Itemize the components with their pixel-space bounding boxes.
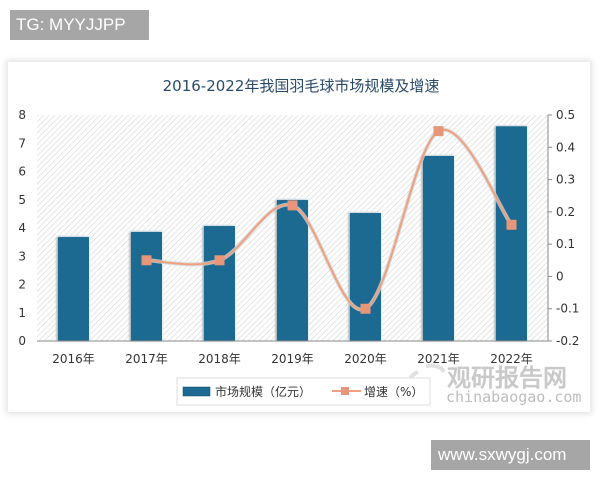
x-tick-label: 2022年 (490, 352, 533, 366)
right-tick-label: 0.5 (556, 108, 575, 122)
bar-2021年 (423, 155, 454, 341)
legend-line-marker (341, 387, 349, 395)
right-tick-label: 0 (556, 269, 564, 283)
right-tick-label: 0.2 (556, 205, 575, 219)
legend-bar-label: 市场规模（亿元） (215, 384, 311, 399)
growth-marker (433, 126, 444, 137)
left-tick-label: 4 (18, 221, 26, 235)
x-axis: 2016年 2017年 2018年 2019年 2020年 2021年 2022年 (52, 352, 533, 366)
left-tick-label: 6 (18, 165, 26, 179)
right-tick-label: -0.2 (556, 334, 579, 348)
legend: 市场规模（亿元） 增速（%） (176, 377, 431, 406)
growth-marker (141, 255, 152, 266)
right-tick-label: 0.3 (556, 173, 575, 187)
growth-line-series (141, 126, 517, 314)
bar-2020年 (350, 213, 381, 341)
x-tick-label: 2021年 (417, 352, 460, 366)
right-tick-label: -0.1 (556, 302, 579, 316)
growth-marker (214, 255, 225, 266)
bar-2018年 (204, 226, 235, 341)
right-axis: -0.2 -0.1 0 0.1 0.2 0.3 0.4 0.5 (547, 108, 579, 348)
left-tick-label: 1 (18, 306, 26, 320)
growth-marker (360, 303, 371, 314)
watermark: 观研报告网 chinabaogao.com (407, 363, 581, 406)
x-tick-label: 2018年 (198, 352, 241, 366)
legend-bar-swatch (182, 386, 211, 397)
watermark-cn: 观研报告网 (447, 364, 567, 392)
right-tick-label: 0.4 (556, 140, 575, 154)
growth-marker (506, 219, 517, 230)
x-tick-label: 2019年 (271, 352, 314, 366)
bottom-watermark-tag: www.sxwygj.com (431, 440, 590, 470)
legend-line-label: 增速（%） (364, 385, 423, 399)
left-tick-label: 8 (18, 108, 26, 122)
left-tick-label: 2 (18, 278, 26, 292)
x-tick-label: 2017年 (125, 352, 168, 366)
right-tick-label: 0.1 (556, 237, 575, 251)
left-tick-label: 0 (18, 334, 26, 348)
bar-series (56, 124, 529, 341)
left-tick-label: 7 (18, 136, 26, 150)
left-axis: 0 1 2 3 4 5 6 7 8 (18, 108, 26, 348)
x-tick-label: 2020年 (344, 352, 387, 366)
bar-2016年 (58, 237, 89, 341)
left-tick-label: 3 (18, 249, 26, 263)
top-watermark-tag: TG: MYYJJPP (10, 10, 149, 40)
left-tick-label: 5 (18, 193, 26, 207)
chart-title: 2016-2022年我国羽毛球市场规模及增速 (163, 77, 440, 95)
watermark-en: chinabaogao.com (446, 388, 581, 406)
bar-2022年 (496, 126, 527, 341)
bar-2019年 (277, 200, 308, 341)
x-tick-label: 2016年 (52, 352, 95, 366)
bar-2017年 (131, 231, 162, 341)
growth-marker (287, 200, 298, 211)
